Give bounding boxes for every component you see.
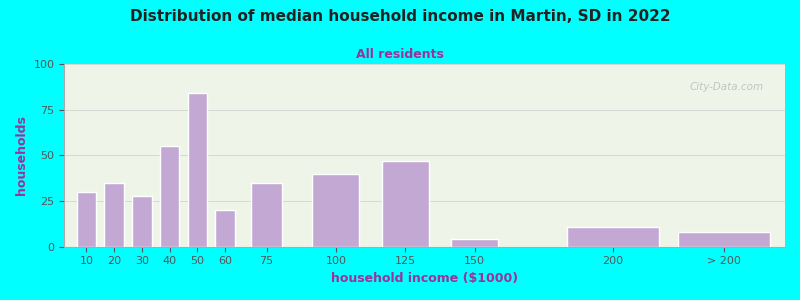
X-axis label: household income ($1000): household income ($1000): [331, 272, 518, 285]
Text: All residents: All residents: [356, 48, 444, 61]
Text: Distribution of median household income in Martin, SD in 2022: Distribution of median household income …: [130, 9, 670, 24]
Bar: [132, 196, 151, 247]
Bar: [77, 192, 96, 247]
Bar: [678, 232, 770, 247]
Bar: [251, 183, 282, 247]
Bar: [160, 146, 179, 247]
Y-axis label: households: households: [15, 116, 28, 195]
Text: City-Data.com: City-Data.com: [690, 82, 763, 92]
Bar: [215, 210, 234, 247]
Bar: [188, 93, 207, 247]
Bar: [105, 183, 124, 247]
Bar: [451, 239, 498, 247]
Bar: [567, 226, 659, 247]
Bar: [382, 161, 429, 247]
Bar: [312, 174, 359, 247]
